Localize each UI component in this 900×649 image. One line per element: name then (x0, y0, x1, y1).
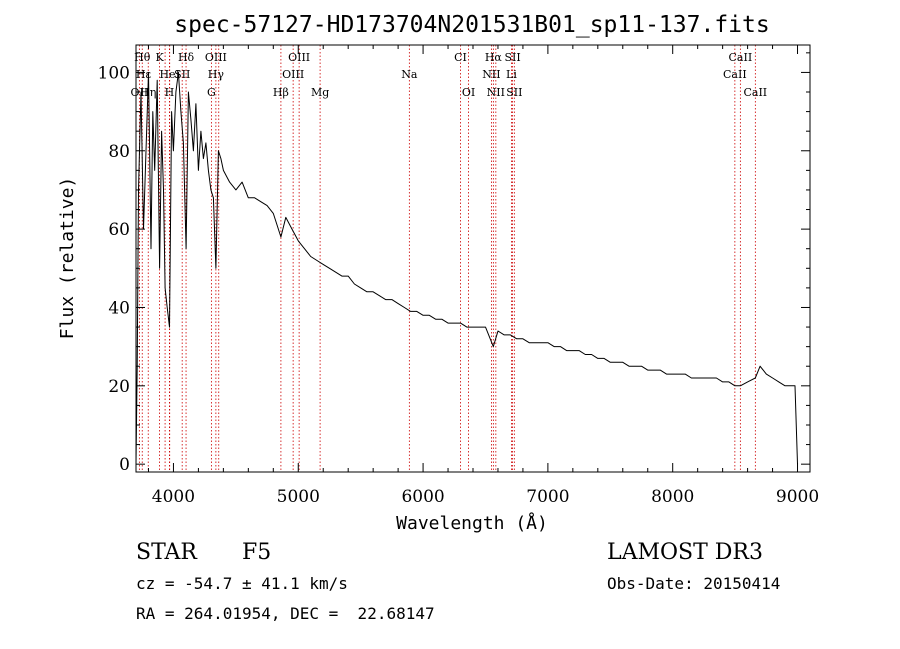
line-label-27: CaII (743, 86, 767, 99)
line-label-16: NII (482, 68, 500, 81)
plot-frame (135, 44, 811, 473)
line-label-11: HeI (159, 68, 179, 81)
y-axis: 0 20 40 60 80 100 (98, 52, 810, 475)
y-tick-label-5: 100 (98, 63, 130, 83)
spectral-subclass: F5 (242, 540, 271, 565)
chart-title: spec-57127-HD173704N201531B01_sp11-137.f… (174, 12, 769, 38)
line-label-13: Hγ (208, 68, 225, 81)
line-label-4: OIII (288, 51, 310, 64)
line-label-22: Hβ (273, 86, 289, 99)
line-label-1: K (155, 51, 164, 64)
x-axis-label: Wavelength (Å) (396, 512, 548, 534)
x-tick-label-5: 9000 (776, 487, 819, 507)
y-tick-label-3: 60 (108, 220, 130, 240)
line-label-20: H (165, 86, 175, 99)
y-tick-label-2: 40 (108, 298, 130, 318)
line-label-15: Na (401, 68, 418, 81)
redshift-value: cz = -54.7 ± 41.1 km/s (136, 574, 348, 593)
line-label-18: CaII (723, 68, 747, 81)
line-label-12: SII (174, 68, 190, 81)
coordinates: RA = 264.01954, DEC = 22.68147 (136, 604, 435, 623)
x-tick-label-1: 5000 (277, 487, 320, 507)
x-tick-label-3: 7000 (526, 487, 569, 507)
y-tick-label-4: 80 (108, 142, 130, 162)
survey-name: LAMOST DR3 (607, 540, 763, 565)
line-label-6: Hα (485, 51, 503, 64)
line-label-25: NII (487, 86, 505, 99)
line-label-10: Hε (136, 68, 152, 81)
line-label-14: OIII (282, 68, 304, 81)
line-markers (138, 45, 756, 472)
line-label-24: OI (462, 86, 475, 99)
line-label-0: Hθ (134, 51, 151, 64)
y-axis-label: Flux (relative) (57, 177, 78, 340)
line-label-5: CI (454, 51, 467, 64)
y-tick-label-0: 0 (119, 455, 130, 475)
x-axis: 4000 5000 6000 7000 8000 9000 (147, 45, 819, 507)
line-label-17: Li (506, 68, 517, 81)
x-tick-label-2: 6000 (401, 487, 444, 507)
line-label-3: OIII (205, 51, 227, 64)
x-tick-label-4: 8000 (651, 487, 694, 507)
series-spectrum (135, 71, 798, 465)
line-label-7: SII (504, 51, 520, 64)
y-tick-label-1: 20 (108, 377, 130, 397)
line-label-23: Mg (311, 86, 329, 99)
x-tick-label-0: 4000 (152, 487, 195, 507)
line-label-26: SII (506, 86, 522, 99)
object-type: STAR (136, 540, 198, 565)
obs-date: Obs-Date: 20150414 (607, 574, 780, 593)
series-layer (135, 71, 798, 465)
line-label-2: Hδ (178, 51, 195, 64)
line-label-8: CaII (729, 51, 753, 64)
line-label-21: G (207, 86, 216, 99)
